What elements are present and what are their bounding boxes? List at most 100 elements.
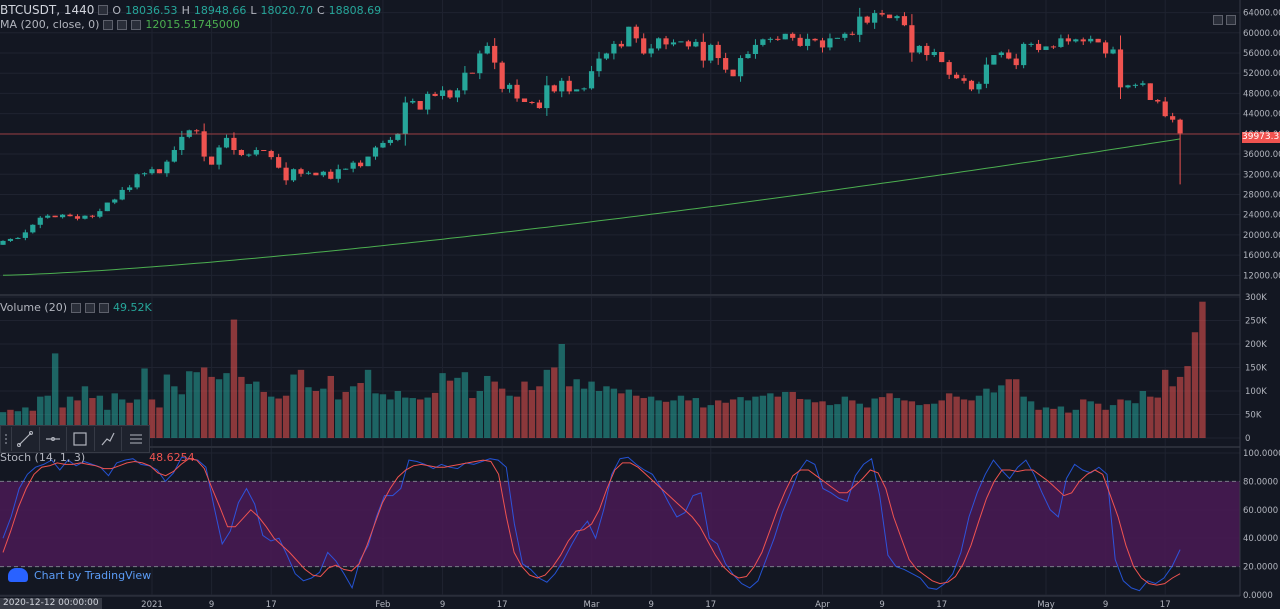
price-tick-label: 32000.00 (1243, 170, 1280, 180)
time-tick-label: 2021 (141, 600, 163, 609)
volume-bar (297, 369, 305, 438)
candle-body (1058, 38, 1064, 47)
collapse-icon[interactable] (1213, 15, 1223, 25)
time-tick-label: May (1037, 600, 1055, 609)
volume-bar (893, 398, 901, 438)
volume-bar (655, 400, 662, 438)
stoch-k-value: 48.6254 (149, 451, 195, 464)
candle-body (1073, 39, 1079, 42)
candle-body (246, 154, 252, 156)
settings-icon[interactable] (117, 19, 128, 30)
volume-bar (230, 319, 238, 438)
candle-body (670, 42, 677, 45)
candle-body (298, 169, 304, 174)
candle-body (350, 162, 356, 169)
volume-bar (1027, 401, 1035, 438)
open-value: 18036.53 (125, 3, 178, 17)
volume-bar (1005, 379, 1012, 438)
settings-icon[interactable] (85, 302, 95, 313)
volume-bar (1035, 409, 1042, 438)
path-icon[interactable] (95, 427, 123, 451)
candle-body (514, 84, 520, 99)
candle-body (402, 102, 408, 134)
time-tick-label: 9 (1103, 600, 1108, 609)
close-icon[interactable] (99, 302, 109, 313)
eye-icon[interactable] (71, 302, 81, 313)
volume-bar (171, 386, 178, 438)
volume-bar (111, 393, 118, 438)
ma-label: MA (200, close, 0) (0, 18, 100, 31)
candle-body (968, 80, 975, 90)
stoch-label: Stoch (14, 1, 3) (0, 451, 86, 464)
volume-tick-label: 250K (1245, 317, 1267, 327)
volume-bar (685, 400, 692, 438)
candle-body (641, 38, 647, 54)
candle-body (700, 41, 706, 61)
candle-body (745, 54, 751, 59)
volume-bar (908, 401, 916, 438)
candle-body (752, 44, 759, 55)
candle-body (529, 102, 535, 104)
candle-body (603, 53, 610, 59)
candle-body (976, 83, 982, 90)
volume-bar (454, 377, 461, 438)
price-tick-label: 24000.00 (1243, 211, 1280, 221)
volume-bar (871, 398, 878, 438)
volume-bar (774, 396, 781, 438)
stoch-tick-label: 20.0000 (1243, 563, 1278, 573)
eye-icon[interactable] (98, 5, 109, 15)
candle-body (1021, 43, 1027, 66)
main-legend: BTCUSDT, 1440 O 18036.53 H 18948.66 L 18020… (0, 3, 382, 17)
horizontal-line-icon[interactable] (40, 427, 68, 451)
maximize-icon[interactable] (1226, 15, 1236, 25)
volume-bar (498, 388, 506, 438)
tradingview-attribution[interactable]: Chart by TradingView (8, 568, 151, 582)
volume-bar (886, 393, 893, 438)
candle-body (268, 151, 274, 158)
volume-bar (983, 388, 990, 438)
candle-body (82, 215, 88, 219)
candle-body (1155, 99, 1161, 102)
drag-handle[interactable] (1, 427, 12, 451)
volume-bar (990, 392, 998, 438)
menu-icon[interactable] (122, 427, 149, 451)
rectangle-icon[interactable] (67, 427, 95, 451)
stoch-tick-label: 60.0000 (1243, 506, 1278, 516)
volume-bar (744, 400, 752, 438)
candle-body (290, 169, 297, 181)
volume-bar (37, 396, 44, 438)
volume-bar (14, 411, 22, 438)
volume-bar (119, 399, 126, 438)
volume-bar (737, 397, 744, 438)
candle-body (216, 147, 222, 165)
volume-bar (126, 402, 133, 438)
candle-body (790, 33, 796, 38)
price-tick-label: 44000.00 (1243, 110, 1280, 120)
volume-bar (148, 399, 156, 438)
volume-bar (305, 387, 312, 438)
volume-bar (156, 407, 163, 438)
candle-body (30, 224, 36, 233)
candle-body (67, 214, 73, 217)
volume-bar (677, 395, 685, 438)
price-tick-label: 28000.00 (1243, 190, 1280, 200)
volume-bar (692, 398, 700, 438)
trend-line-icon[interactable] (12, 427, 40, 451)
pane-separators (0, 294, 1280, 448)
volume-bar (446, 380, 454, 438)
candle-body (253, 150, 259, 155)
candle-body (462, 72, 468, 91)
candles (0, 7, 1183, 245)
candle-body (305, 172, 312, 174)
candle-body (89, 215, 95, 217)
volume-bar (1109, 405, 1117, 438)
volume-bar (1042, 407, 1050, 438)
candle-body (685, 41, 691, 47)
eye-icon[interactable] (103, 19, 114, 30)
volume-bar (826, 405, 834, 438)
candle-body (596, 58, 602, 72)
volume-bar (551, 367, 558, 438)
close-icon[interactable] (131, 19, 142, 30)
time-tick-label: 9 (209, 600, 214, 609)
